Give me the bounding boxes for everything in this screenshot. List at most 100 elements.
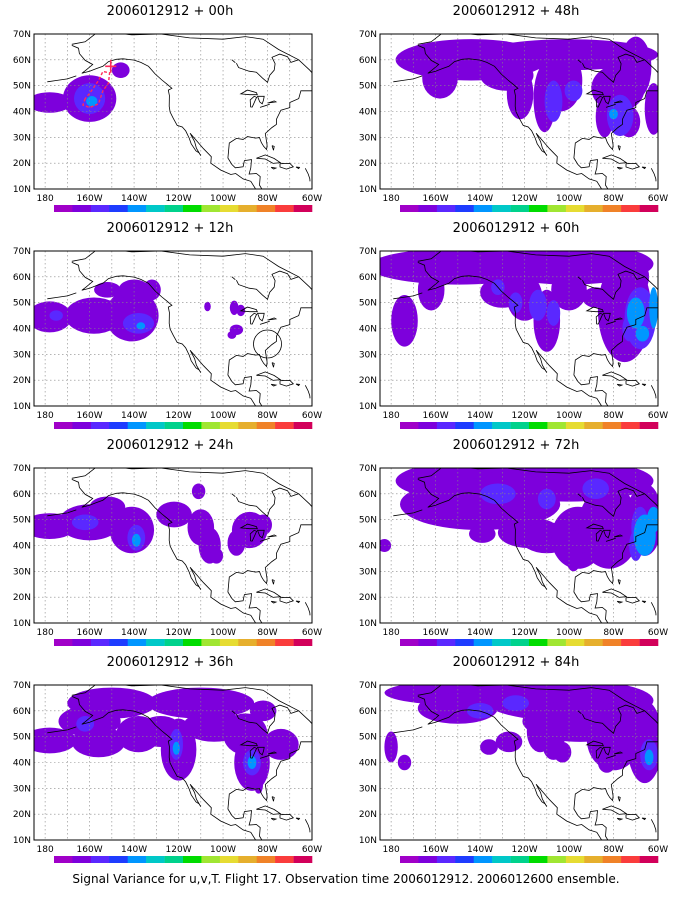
coastline (47, 292, 77, 300)
colorbar-swatch (565, 205, 585, 212)
map-plot: 70N 60N 50N 40N 30N 20N 10N 180 160W 140W 120W 100W… (359, 464, 668, 646)
colorbar-swatch (584, 856, 603, 863)
lon-label: 60W (302, 194, 322, 204)
lat-label: 40N (13, 759, 31, 769)
variance-region (480, 739, 498, 755)
lake-outline (249, 746, 258, 759)
graticule (34, 468, 312, 623)
variance-region (204, 301, 211, 312)
coastline (71, 262, 257, 406)
lat-label: 70N (359, 681, 377, 691)
lon-label: 180 (383, 411, 400, 421)
lat-label: 40N (359, 759, 377, 769)
map-frame (379, 33, 659, 190)
coastline (231, 493, 236, 498)
lon-label: 100W (556, 411, 582, 421)
colorbar-swatch (219, 422, 239, 429)
variance-region (247, 756, 257, 769)
variance-region (156, 501, 192, 528)
lat-label: 40N (359, 325, 377, 335)
island-outline (617, 362, 621, 368)
lat-label: 70N (13, 30, 31, 40)
colorbar-swatch (146, 856, 165, 863)
lon-label: 80W (603, 411, 623, 421)
coastline (47, 726, 77, 734)
map-frame (379, 250, 659, 407)
colorbar-swatch (510, 639, 530, 646)
variance-region (131, 533, 141, 547)
variance-region (597, 752, 616, 773)
coastline (393, 726, 423, 734)
colorbar-swatch (492, 422, 511, 429)
colorbar: 1.62.23.145.16.37.591114212940 (54, 422, 313, 429)
lon-label: 180 (37, 411, 54, 421)
lake-outline (613, 751, 624, 755)
lon-label: 120W (166, 628, 192, 638)
colorbar: 1.62.23.145.16.37.591114212940 (400, 422, 659, 429)
lon-label: 80W (257, 411, 277, 421)
lat-label: 30N (13, 784, 31, 794)
colorbar-swatch (90, 856, 110, 863)
lon-label: 180 (383, 845, 400, 855)
island-outline (602, 805, 628, 815)
colorbar-swatch (127, 639, 147, 646)
lon-label: 120W (166, 194, 192, 204)
lat-label: 10N (359, 402, 377, 412)
variance-region (586, 708, 641, 771)
lat-label: 20N (359, 376, 377, 386)
island-outline (641, 600, 647, 604)
variance-region (422, 57, 458, 99)
variance-shading (34, 483, 272, 564)
lat-label: 10N (359, 836, 377, 846)
colorbar-swatch (183, 639, 202, 646)
colorbar-swatch (529, 639, 548, 646)
coastlines (393, 468, 658, 623)
coastline (582, 270, 645, 300)
island-outline (625, 596, 641, 604)
panel-title: 2006012912 + 48h (452, 4, 580, 19)
lon-label: 180 (37, 194, 54, 204)
lon-label: 100W (556, 845, 582, 855)
coastline (231, 710, 236, 715)
lon-label: 140W (467, 845, 493, 855)
lat-label: 20N (359, 593, 377, 603)
lake-outline (259, 754, 270, 759)
colorbar-swatch (90, 205, 110, 212)
colorbar-swatch (238, 639, 257, 646)
lat-label: 40N (13, 325, 31, 335)
colorbar-swatch (146, 422, 165, 429)
colorbar-swatch (256, 639, 276, 646)
colorbar-swatch (146, 639, 165, 646)
variance-region (191, 483, 206, 500)
variance-shading (34, 279, 246, 342)
island-outline (270, 817, 278, 821)
lat-label: 70N (13, 464, 31, 474)
coastline (236, 704, 299, 734)
coastline (236, 487, 299, 517)
variance-region (529, 289, 547, 321)
coastline (393, 75, 423, 83)
variance-region (553, 741, 572, 763)
map-background (34, 468, 312, 623)
colorbar-swatch (90, 639, 110, 646)
lon-label: 140W (121, 411, 147, 421)
variance-region (71, 514, 99, 531)
coastlines (393, 251, 658, 406)
lon-label: 120W (512, 194, 538, 204)
figure-caption: Signal Variance for u,v,T. Flight 17. Ob… (72, 872, 620, 886)
island-outline (295, 383, 301, 387)
coastlines (393, 685, 658, 840)
coastlines (47, 251, 312, 406)
lat-label: 10N (13, 185, 31, 195)
variance-region (34, 727, 77, 754)
colorbar-swatch (473, 205, 493, 212)
map-plot: 70N 60N 50N 40N 30N 20N 10N 180 160W 140W 120W 100W… (13, 464, 322, 646)
lat-label: 30N (13, 133, 31, 143)
variance-region (644, 749, 654, 766)
lat-label: 30N (13, 567, 31, 577)
coastline (71, 34, 312, 189)
colorbar-swatch (256, 205, 276, 212)
variance-region (551, 269, 587, 311)
lake-outline (259, 103, 270, 108)
lat-label: 20N (13, 593, 31, 603)
